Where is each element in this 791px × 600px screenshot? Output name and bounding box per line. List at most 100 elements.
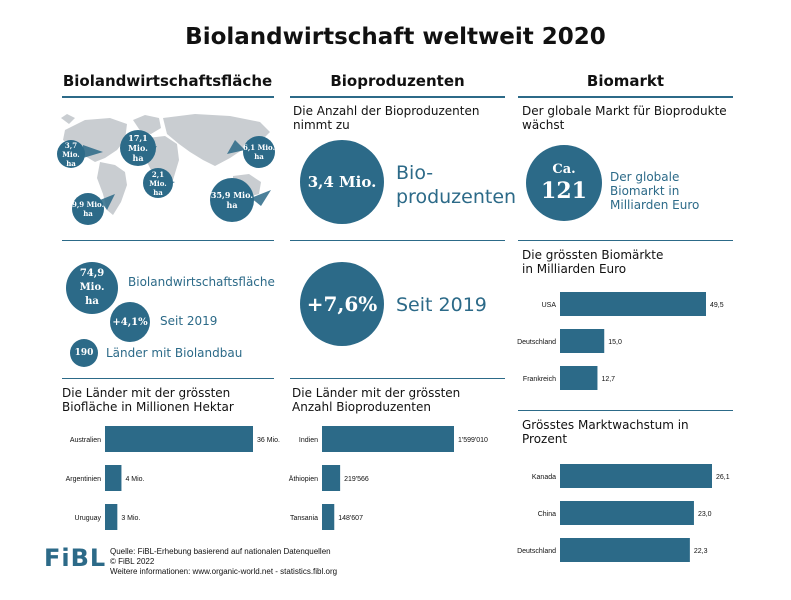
value-label: 26,1	[716, 474, 730, 481]
column-rule-market	[518, 96, 733, 98]
column-rule-producers	[290, 96, 505, 98]
market-value: 121	[541, 178, 587, 204]
divider-market-1	[518, 240, 733, 241]
category-label: Frankreich	[523, 376, 556, 383]
category-label: Indien	[299, 437, 318, 444]
category-label: Uruguay	[75, 515, 102, 522]
producers-intro: Die Anzahl der Bioproduzenten nimmt zu	[293, 104, 480, 132]
value-label: 22,3	[694, 548, 708, 555]
chart-producers: Indien 1'599'010 Äthiopien 219'566 Tansania 1…	[289, 426, 488, 530]
value-label: 219'566	[344, 476, 369, 483]
bar-tansania	[322, 504, 335, 530]
map-bubble-value: 6,1 Mio.	[243, 143, 276, 152]
area-growth-circle: +4,1%	[110, 302, 150, 342]
column-header-market: Biomarkt	[586, 72, 665, 90]
producers-growth-label: Seit 2019	[396, 294, 487, 316]
map-bubble-asia: 6,1 Mio. ha	[243, 136, 275, 168]
divider-area-2	[62, 378, 274, 379]
area-total-circle: 74,9 Mio. ha	[66, 262, 118, 314]
value-label: 36 Mio.	[257, 437, 280, 444]
bar-frankreich	[560, 366, 598, 390]
column-rule-area	[62, 96, 274, 98]
chart-market: USA 49,5 Deutschland 15,0 Frankreich 12,7	[517, 292, 724, 390]
category-label: Deutschland	[517, 339, 556, 346]
chart-area: Australien 36 Mio. Argentinien 4 Mio. Urugua…	[66, 426, 280, 530]
area-countries-circle: 190	[70, 339, 98, 367]
map-bubble-unit: ha	[66, 158, 76, 168]
producers-growth-circle: +7,6%	[300, 262, 384, 346]
map-bubble-value: 17,1 Mio.	[128, 133, 148, 153]
producers-growth-value: +7,6%	[306, 292, 378, 316]
category-label: USA	[542, 302, 557, 309]
chart-area-title: Die Länder mit der grössten Biofläche in…	[62, 386, 234, 414]
category-label: Tansania	[290, 515, 318, 522]
chart-growth: Kanada 26,1 China 23,0 Deutschland 22,3	[517, 464, 730, 562]
area-growth-value: +4,1%	[112, 316, 148, 328]
category-label: Deutschland	[517, 548, 556, 555]
value-label: 148'607	[338, 515, 363, 522]
divider-producers-1	[290, 240, 505, 241]
map-bubble-europe: 17,1 Mio. ha	[120, 130, 156, 166]
map-bubble-oceania: 35,9 Mio. ha	[210, 178, 254, 222]
area-total-label: Biolandwirtschaftsfläche	[128, 275, 275, 289]
bar-argentinien	[105, 465, 122, 491]
producers-count-label: Bio- produzenten	[396, 161, 516, 209]
map-bubble-north-america-west: 3,7 Mio. ha	[57, 140, 85, 168]
value-label: 3 Mio.	[121, 515, 140, 522]
map-bubble-unit: ha	[254, 152, 264, 161]
footer-source: Quelle: FiBL-Erhebung basierend auf nati…	[110, 547, 337, 577]
producers-count-label-line1: Bio-	[396, 162, 434, 184]
map-bubble-value: 9,9 Mio.	[72, 200, 105, 209]
map-bubble-value: 2,1 Mio.	[149, 169, 167, 188]
map-bubble-unit: ha	[83, 209, 93, 218]
category-label: Argentinien	[66, 476, 102, 483]
area-countries-label: Länder mit Biolandbau	[106, 346, 243, 360]
market-intro: Der globale Markt für Bioprodukte wächst	[522, 104, 727, 132]
footer-line-copyright: © FiBL 2022	[110, 557, 155, 566]
divider-market-2	[518, 410, 733, 411]
value-label: 4 Mio.	[125, 476, 144, 483]
page-title: Biolandwirtschaft weltweit 2020	[185, 24, 606, 50]
chart-market-title: Die grössten Biomärkte in Milliarden Eur…	[522, 248, 664, 276]
map-bubble-unit: ha	[153, 187, 163, 197]
fibl-logo: FiBL	[44, 544, 107, 572]
area-growth-label: Seit 2019	[160, 314, 218, 328]
area-total-value: 74,9 Mio.	[79, 268, 105, 293]
market-value-circle: Ca. 121	[526, 145, 602, 221]
map-bubble-africa: 2,1 Mio. ha	[143, 168, 173, 198]
bar-australien	[105, 426, 253, 452]
map-bubble-latin-america: 9,9 Mio. ha	[72, 193, 104, 225]
producers-count-circle: 3,4 Mio.	[300, 140, 384, 224]
bar-deutschland	[560, 538, 690, 562]
footer-line-source: Quelle: FiBL-Erhebung basierend auf nati…	[110, 547, 331, 556]
category-label: Kanada	[532, 474, 556, 481]
chart-growth-title: Grösstes Marktwachstum in Prozent	[522, 418, 689, 446]
value-label: 23,0	[698, 511, 712, 518]
bar-indien	[322, 426, 454, 452]
chart-producers-title: Die Länder mit der grössten Anzahl Biopr…	[292, 386, 461, 414]
map-bubble-unit: ha	[132, 153, 144, 163]
bar-usa	[560, 292, 706, 316]
producers-count-label-line2: produzenten	[396, 186, 517, 208]
value-label: 12,7	[601, 376, 615, 383]
market-value-label: Der globale Biomarkt in Milliarden Euro	[610, 170, 700, 212]
value-label: 1'599'010	[458, 437, 488, 444]
map-bubble-value: 3,7 Mio.	[62, 140, 80, 159]
value-label: 49,5	[710, 302, 724, 309]
category-label: China	[538, 511, 556, 518]
bar-deutschland	[560, 329, 605, 353]
producers-count-value: 3,4 Mio.	[307, 173, 377, 191]
bar-uruguay	[105, 504, 118, 530]
category-label: Australien	[70, 437, 101, 444]
divider-area-1	[62, 240, 274, 241]
bar-äthiopien	[322, 465, 341, 491]
value-label: 15,0	[608, 339, 622, 346]
column-header-area: Biolandwirtschaftsfläche	[62, 72, 273, 90]
bar-kanada	[560, 464, 712, 488]
map-bubble-value: 35,9 Mio.	[210, 190, 254, 200]
area-total-unit: ha	[85, 296, 99, 307]
map-bubble-unit: ha	[226, 200, 238, 210]
bar-china	[560, 501, 694, 525]
market-value-prefix: Ca.	[552, 162, 576, 177]
footer-line-links: Weitere informationen: www.organic-world…	[110, 567, 338, 576]
